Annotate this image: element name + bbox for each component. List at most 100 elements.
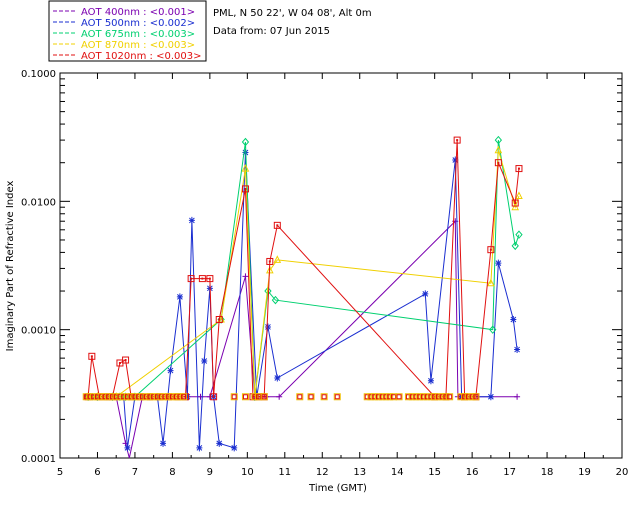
- data-point-core: [456, 139, 459, 142]
- data-point: [494, 159, 502, 167]
- data-point: [515, 230, 523, 239]
- data-point: [276, 393, 283, 400]
- baseline-marker: [395, 393, 403, 401]
- legend: AOT 400nm : <0.001>AOT 500nm : <0.002>AO…: [48, 0, 207, 62]
- x-tick-label: 20: [616, 467, 629, 478]
- baseline-marker: [82, 393, 90, 401]
- data-point: [514, 346, 521, 354]
- data-point-core: [433, 395, 436, 398]
- x-tick-label: 12: [316, 467, 329, 478]
- data-point: [453, 136, 461, 144]
- baseline-marker: [423, 393, 431, 401]
- x-tick-label: 7: [132, 467, 138, 478]
- data-point: [215, 316, 223, 324]
- baseline-marker-inner: [447, 394, 453, 400]
- y-tick-label: 0.0001: [21, 454, 56, 465]
- series-line: [88, 152, 518, 449]
- data-point: [241, 163, 250, 172]
- baseline-marker: [386, 393, 394, 401]
- baseline-marker-inner: [297, 394, 303, 400]
- baseline-marker: [131, 393, 139, 401]
- baseline-marker: [320, 393, 328, 401]
- baseline-marker: [135, 393, 143, 401]
- data-point: [184, 393, 191, 401]
- baseline-marker: [90, 393, 98, 401]
- baseline-marker: [172, 393, 180, 401]
- data-point: [487, 278, 495, 287]
- baseline-marker: [260, 393, 268, 401]
- data-point: [241, 185, 249, 193]
- x-tick-label: 15: [428, 467, 441, 478]
- baseline-marker-inner: [321, 394, 327, 400]
- baseline-marker: [461, 393, 469, 401]
- baseline-marker: [367, 393, 375, 401]
- data-point-core: [268, 260, 271, 263]
- y-tick-label: 0.1000: [21, 69, 56, 80]
- baseline-marker-inner: [308, 394, 314, 400]
- x-tick-label: 11: [278, 467, 291, 478]
- data-point-core: [111, 395, 114, 398]
- x-tick-label: 16: [466, 467, 479, 478]
- data-point-core: [124, 359, 127, 362]
- x-tick-label: 10: [241, 467, 254, 478]
- data-point-core: [514, 202, 517, 205]
- data-point: [511, 202, 520, 211]
- baseline-marker: [434, 393, 442, 401]
- baseline-marker: [371, 393, 379, 401]
- legend-label: AOT 400nm : <0.001>: [81, 7, 195, 18]
- data-point: [201, 357, 208, 365]
- data-point-core: [257, 395, 260, 398]
- data-point: [494, 135, 503, 145]
- baseline-marker: [86, 393, 94, 401]
- baseline-marker: [333, 393, 341, 401]
- baseline-marker: [180, 393, 188, 401]
- data-point: [266, 257, 274, 265]
- baseline-marker: [230, 393, 238, 401]
- x-tick-label: 6: [94, 467, 100, 478]
- baseline-marker: [468, 393, 476, 401]
- data-point: [515, 165, 523, 173]
- baseline-marker: [378, 393, 386, 401]
- data-point: [188, 216, 195, 224]
- legend-label: AOT 1020nm : <0.003>: [81, 51, 201, 62]
- data-point: [187, 275, 195, 283]
- data-point-core: [148, 395, 151, 398]
- baseline-marker-inner: [261, 394, 267, 400]
- data-point: [422, 290, 429, 298]
- baseline-marker-inner: [390, 394, 396, 400]
- chart-title: PML, N 50 22', W 04 08', Alt 0m: [213, 8, 372, 19]
- baseline-marker: [472, 393, 480, 401]
- data-point: [242, 273, 249, 280]
- data-point-core: [463, 395, 466, 398]
- y-tick-label: 0.0100: [21, 197, 56, 208]
- x-tick-label: 19: [578, 467, 591, 478]
- data-point-core: [118, 361, 121, 364]
- legend-box: [48, 0, 207, 62]
- baseline-marker: [296, 393, 304, 401]
- legend-label: AOT 675nm : <0.003>: [81, 29, 195, 40]
- x-tick-label: 18: [541, 467, 554, 478]
- baseline-marker: [138, 393, 146, 401]
- baseline-marker: [161, 393, 169, 401]
- data-point-core: [244, 187, 247, 190]
- baseline-marker: [427, 393, 435, 401]
- data-point-core: [263, 395, 266, 398]
- data-point-core: [167, 395, 170, 398]
- x-tick-label: 8: [169, 467, 175, 478]
- baseline-marker: [431, 393, 439, 401]
- data-point: [241, 137, 250, 147]
- baseline-marker-inner: [242, 394, 248, 400]
- baseline-marker: [153, 393, 161, 401]
- data-point-core: [276, 224, 279, 227]
- baseline-marker: [93, 393, 101, 401]
- data-point-core: [90, 355, 93, 358]
- chart-subtitle: Data from: 07 Jun 2015: [213, 26, 330, 37]
- y-tick-label: 0.0010: [21, 326, 56, 337]
- x-tick-label: 13: [353, 467, 366, 478]
- x-tick-label: 14: [391, 467, 404, 478]
- baseline-marker: [241, 393, 249, 401]
- baseline-marker-inner: [334, 394, 340, 400]
- data-point: [264, 323, 271, 331]
- baseline-marker: [457, 393, 465, 401]
- baseline-marker: [404, 393, 412, 401]
